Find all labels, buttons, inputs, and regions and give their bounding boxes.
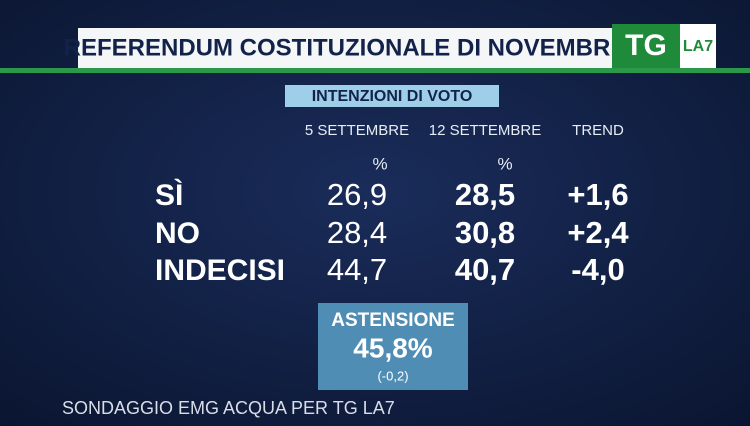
current-value: 40,7 (455, 252, 515, 287)
previous-value: 44,7 (327, 252, 387, 287)
title: REFERENDUM COSTITUZIONALE DI NOVEMBRE (64, 34, 627, 61)
unit-label: % (372, 154, 387, 173)
row-label: SÌ (155, 178, 183, 212)
logo-tg-text: TG (625, 29, 667, 62)
footer: SONDAGGIO EMG ACQUA PER TG LA7 (62, 398, 395, 418)
abstention-value: 45,8% (353, 332, 432, 363)
logo-channel-text: LA7 (683, 38, 713, 55)
unit-label: % (497, 154, 512, 173)
header-rule (0, 68, 750, 73)
previous-value: 28,4 (327, 215, 387, 250)
row-label: NO (155, 217, 200, 250)
header-bar (78, 28, 612, 68)
subtitle-box (285, 85, 499, 107)
current-value: 30,8 (455, 215, 515, 250)
previous-value: 26,9 (327, 177, 387, 212)
table: 5 SETTEMBRE 12 SETTEMBRE TREND% % SÌ 26,9 28,5… (155, 122, 629, 287)
current-value: 28,5 (455, 177, 515, 212)
column-header: 5 SETTEMBRE (305, 122, 409, 139)
row-label: INDECISI (155, 254, 285, 287)
abstention-label: ASTENSIONE (331, 310, 455, 331)
column-header: TREND (572, 122, 624, 139)
abstention-change: (-0,2) (377, 368, 408, 383)
abstention-box (318, 303, 468, 390)
trend-value: +2,4 (567, 215, 629, 250)
trend-value: +1,6 (567, 177, 628, 212)
trend-value: -4,0 (571, 252, 624, 287)
column-header: 12 SETTEMBRE (429, 122, 542, 139)
logo-tg (612, 24, 680, 68)
logo-channel (680, 24, 716, 68)
subtitle: INTENZIONI DI VOTO (312, 88, 473, 105)
